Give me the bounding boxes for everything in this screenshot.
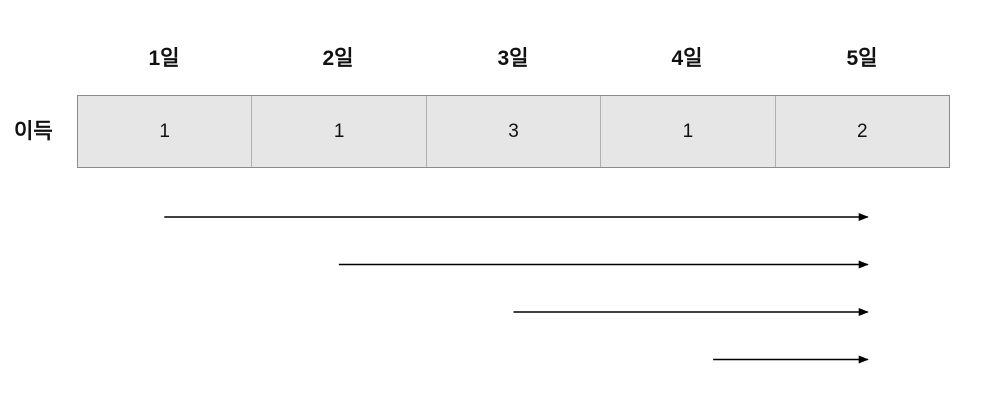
row-label-gain: 이득: [14, 120, 53, 143]
gain-cell-day-2: 1: [251, 96, 425, 167]
day-header-5: 5일: [846, 47, 878, 70]
gain-cell-day-1: 1: [159, 120, 170, 142]
day-header-2: 2일: [322, 47, 354, 70]
day-header-4: 4일: [671, 47, 703, 70]
day-header-3: 3일: [497, 47, 529, 70]
day-header-1: 1일: [148, 47, 180, 70]
gain-cell-day-5: 2: [774, 96, 949, 167]
gain-cell-day-3: 3: [425, 96, 600, 167]
gain-cell-day-4: 1: [600, 96, 774, 167]
gain-row: 1 1 3 1 2: [77, 95, 950, 168]
